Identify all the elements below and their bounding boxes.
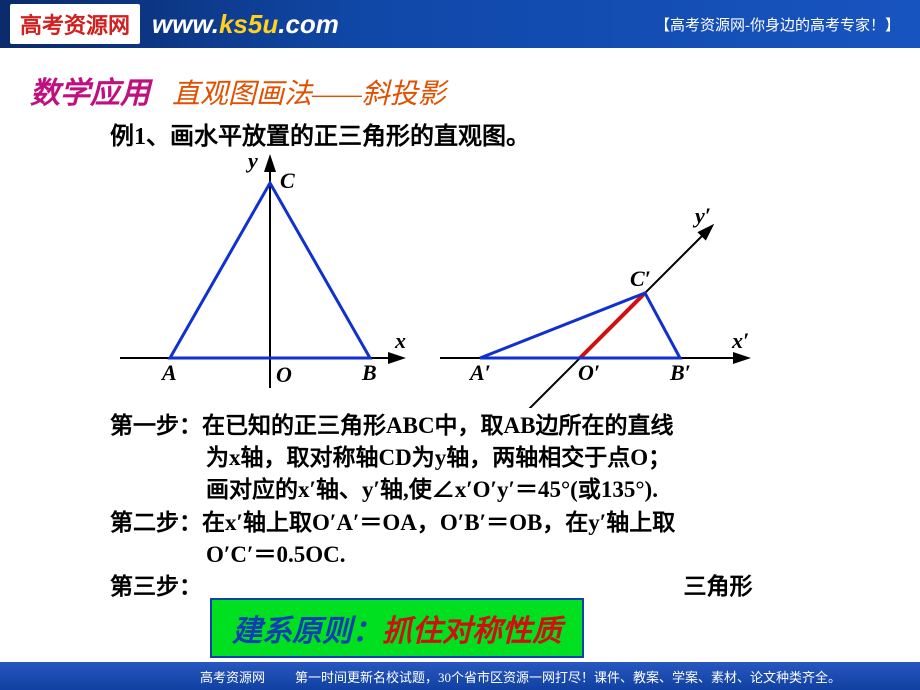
logo: 高考资源网 (10, 4, 140, 44)
section-title: 数学应用 (30, 77, 150, 110)
content-area: 数学应用 直观图画法——斜投影 例1、画水平放置的正三角形的直观图。 y x C… (0, 48, 920, 648)
title-row: 数学应用 直观图画法——斜投影 (30, 68, 446, 112)
step2-line1: 第二步：在x′轴上取O′A′＝OA，O′B′＝OB，在y′轴上取 (110, 507, 890, 539)
label-C: C (280, 168, 295, 193)
label-y: y (245, 148, 258, 173)
subtitle: 直观图画法——斜投影 (172, 79, 446, 110)
label-Cp: C′ (630, 266, 651, 291)
label-B: B (361, 360, 377, 385)
steps-block: 第一步：在已知的正三角形ABC中，取AB边所在的直线 为x轴，取对称轴CD为y轴… (110, 410, 890, 603)
right-diagram: y′ x′ C′ A′ B′ O′ (430, 118, 760, 408)
step3-right: 三角形 (684, 574, 753, 599)
label-O: O (276, 362, 292, 387)
page-header: 高考资源网 www.ks5u.com 【高考资源网-你身边的高考专家！】 (0, 0, 920, 48)
step1-line2: 为x轴，取对称轴CD为y轴，两轴相交于点O； (110, 442, 890, 474)
url: www.ks5u.com (152, 9, 339, 40)
step1-line3: 画对应的x′轴、y′轴,使∠x′O′y′＝45°(或135°). (110, 474, 890, 506)
principle-right: 抓住对称性质 (382, 615, 562, 648)
label-yp: y′ (692, 203, 711, 228)
label-Bp: B′ (669, 360, 691, 385)
label-Ap: A′ (468, 360, 491, 385)
label-xp: x′ (731, 328, 749, 353)
triangle-apbpcp (480, 293, 680, 358)
label-A: A (160, 360, 177, 385)
page-footer: 高考资源网 第一时间更新名校试题，30个省市区资源一网打尽！课件、教案、学案、素… (0, 662, 920, 690)
oc-segment (580, 293, 645, 358)
step3-left: 第三步： (110, 574, 202, 599)
label-x: x (394, 328, 406, 353)
footer-left: 高考资源网 (200, 667, 265, 686)
principle-box: 建系原则：抓住对称性质 (210, 598, 584, 658)
url-prefix: www. (152, 9, 219, 39)
principle-left: 建系原则： (232, 615, 382, 648)
header-tagline: 【高考资源网-你身边的高考专家！】 (655, 14, 900, 35)
step2-line2: O′C′＝0.5OC. (110, 539, 890, 571)
step1-line1: 第一步：在已知的正三角形ABC中，取AB边所在的直线 (110, 410, 890, 442)
url-mid: ks5u (219, 9, 278, 39)
left-diagram: y x C A B O (100, 148, 420, 408)
url-suffix: .com (278, 9, 339, 39)
label-Op: O′ (578, 360, 600, 385)
footer-right: 第一时间更新名校试题，30个省市区资源一网打尽！课件、教案、学案、素材、论文种类… (295, 667, 841, 686)
